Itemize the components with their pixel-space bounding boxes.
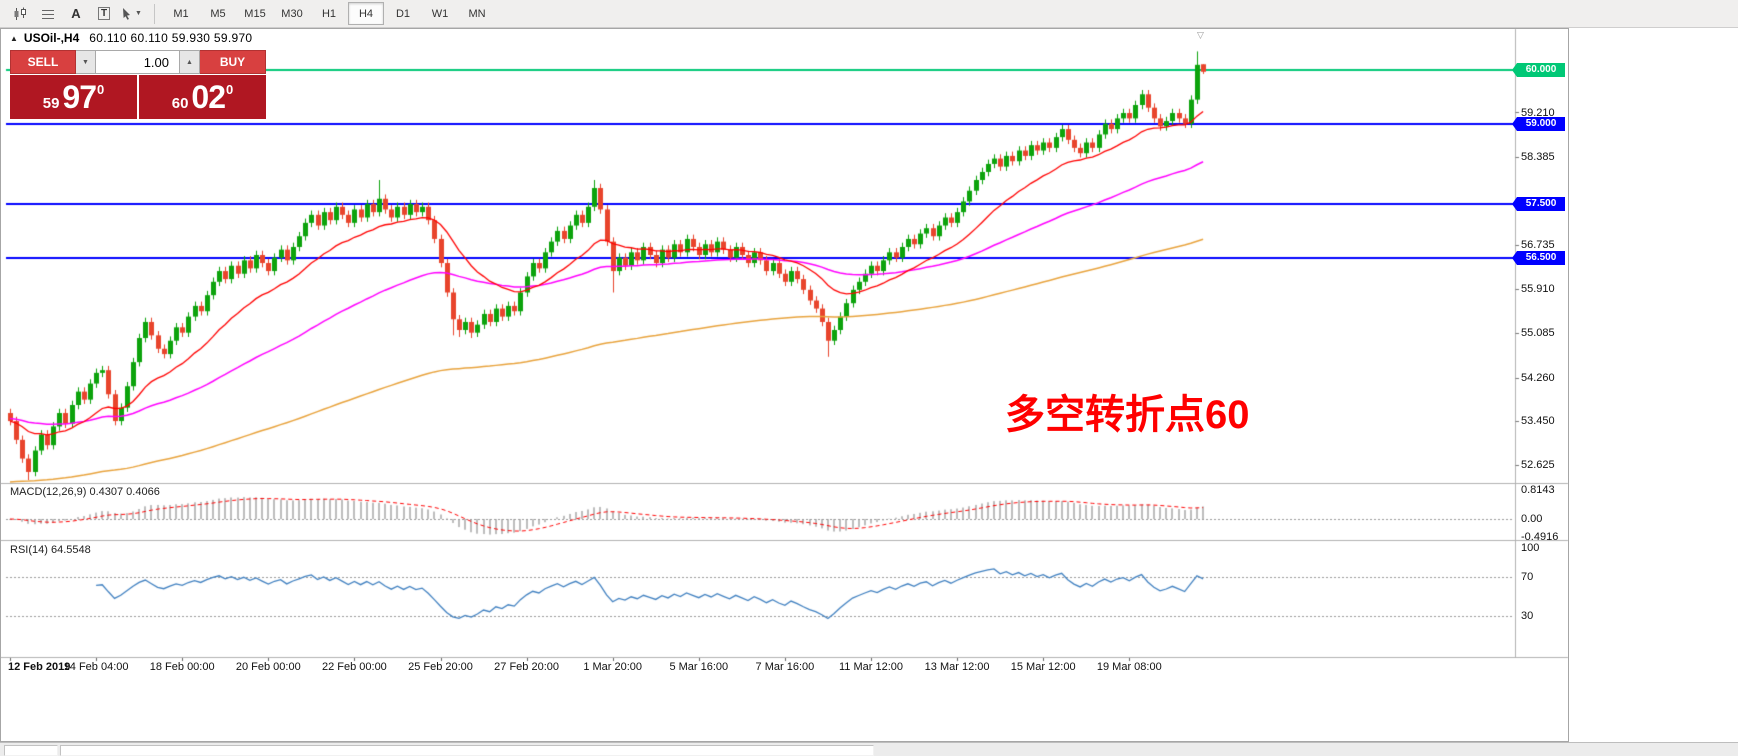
timeframe-m1-button[interactable]: M1 bbox=[173, 7, 189, 20]
buy-price-pips: 02 bbox=[191, 79, 226, 115]
macd-label: MACD(12,26,9) 0.4307 0.4066 bbox=[10, 486, 160, 498]
sell-price-fraction: 0 bbox=[97, 81, 105, 97]
chart-annotation: 多空转折点60 bbox=[1005, 393, 1250, 437]
rsi-label: RSI(14) 64.5548 bbox=[10, 544, 91, 556]
text-frame-icon-button[interactable]: T bbox=[91, 3, 117, 25]
buy-price-whole: 60 bbox=[171, 94, 189, 112]
sell-price-whole: 59 bbox=[42, 94, 60, 112]
text-label-icon: A bbox=[71, 6, 81, 21]
timeframe-m30-button[interactable]: M30 bbox=[281, 7, 303, 20]
one-click-trading-panel: SELL ▼ 1.00 ▲ BUY 59 97 0 60 02 0 bbox=[10, 50, 266, 119]
order-entry-row: SELL ▼ 1.00 ▲ BUY bbox=[10, 50, 266, 74]
buy-button[interactable]: BUY bbox=[200, 50, 266, 74]
buy-price-display[interactable]: 60 02 0 bbox=[139, 75, 266, 119]
buy-price-fraction: 0 bbox=[226, 81, 234, 97]
timeframe-toolbar: M1 M5 M15 M30 H1 H4 D1 W1 MN bbox=[163, 2, 495, 25]
timeframe-h1-button[interactable]: H1 bbox=[321, 7, 337, 20]
volume-decrease-button[interactable]: ▼ bbox=[76, 50, 96, 74]
timeframe-m15-button[interactable]: M15 bbox=[244, 7, 266, 20]
timeframe-w1-button[interactable]: W1 bbox=[431, 7, 449, 20]
sell-price-display[interactable]: 59 97 0 bbox=[10, 75, 137, 119]
text-box-icon: T bbox=[97, 7, 111, 20]
chart-shift-marker: ▽ bbox=[1197, 30, 1204, 40]
insert-text-icon-button[interactable]: A bbox=[63, 3, 89, 25]
status-bar-cell bbox=[60, 745, 874, 756]
timeframe-h4-button[interactable]: H4 bbox=[348, 2, 384, 25]
drawing-tools-button[interactable]: ▼ bbox=[119, 3, 145, 25]
status-bar bbox=[0, 742, 1738, 756]
status-bar-cell bbox=[4, 745, 58, 756]
toolbar-separator bbox=[154, 3, 155, 24]
grid-list-icon bbox=[42, 9, 54, 19]
price-display-row: 59 97 0 60 02 0 bbox=[10, 75, 266, 119]
sell-price-pips: 97 bbox=[62, 79, 97, 115]
candlestick-chart-icon bbox=[14, 7, 26, 20]
sell-button[interactable]: SELL bbox=[10, 50, 76, 74]
timeframe-mn-button[interactable]: MN bbox=[468, 7, 486, 20]
top-toolbar: A T ▼ M1 M5 M15 M30 H1 H4 D1 W1 MN bbox=[0, 0, 1738, 28]
grid-list-icon-button[interactable] bbox=[35, 3, 61, 25]
chart-ohlc-values: 60.110 60.110 59.930 59.970 bbox=[89, 31, 253, 45]
volume-increase-button[interactable]: ▲ bbox=[180, 50, 200, 74]
chart-symbol-title: USOil-,H4 bbox=[23, 31, 80, 45]
volume-input[interactable]: 1.00 bbox=[96, 50, 180, 74]
timeframe-m5-button[interactable]: M5 bbox=[210, 7, 226, 20]
collapse-panel-icon[interactable]: ▲ bbox=[10, 33, 18, 43]
chart-header: ▲ USOil-,H4 60.110 60.110 59.930 59.970 bbox=[10, 31, 252, 45]
dropdown-arrow-icon: ▼ bbox=[135, 10, 142, 17]
cursor-icon bbox=[123, 7, 131, 20]
timeframe-d1-button[interactable]: D1 bbox=[395, 7, 411, 20]
candlestick-chart-icon-button[interactable] bbox=[7, 3, 33, 25]
